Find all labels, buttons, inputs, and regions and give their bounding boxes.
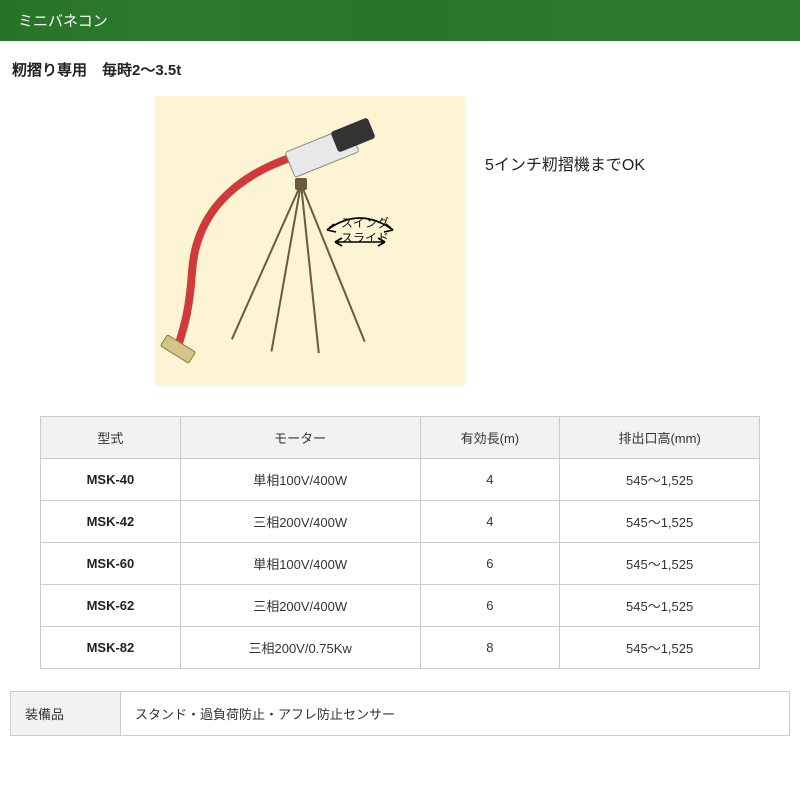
equipment-value: スタンド・過負荷防止・アフレ防止センサー [121,692,790,736]
table-row: MSK-40 単相100V/400W 4 545～1,525 [41,459,760,501]
cell-motor: 単相100V/400W [180,459,420,501]
equipment-table: 装備品 スタンド・過負荷防止・アフレ防止センサー [10,691,790,736]
col-length: 有効長(m) [420,417,560,459]
cell-length: 8 [420,627,560,669]
cell-height: 545～1,525 [560,585,760,627]
swing-label: スイング スライド [341,216,389,246]
hero-row: スイング スライド 5インチ籾摺機までOK [0,90,800,416]
cell-height: 545～1,525 [560,543,760,585]
equipment-label: 装備品 [11,692,121,736]
col-motor: モーター [180,417,420,459]
cell-model: MSK-62 [41,585,181,627]
cell-model: MSK-60 [41,543,181,585]
cell-model: MSK-40 [41,459,181,501]
spec-table: 型式 モーター 有効長(m) 排出口高(mm) MSK-40 単相100V/40… [40,416,760,669]
cell-height: 545～1,525 [560,627,760,669]
table-header-row: 型式 モーター 有効長(m) 排出口高(mm) [41,417,760,459]
cell-height: 545～1,525 [560,459,760,501]
subtitle: 籾摺り専用 毎時2～3.5t [0,41,800,90]
cell-model: MSK-82 [41,627,181,669]
table-row: MSK-82 三相200V/0.75Kw 8 545～1,525 [41,627,760,669]
col-height: 排出口高(mm) [560,417,760,459]
product-illustration: スイング スライド [155,96,465,386]
cell-length: 4 [420,459,560,501]
cell-length: 6 [420,585,560,627]
cell-length: 6 [420,543,560,585]
swing-line2: スライド [341,231,389,246]
cell-model: MSK-42 [41,501,181,543]
cell-motor: 単相100V/400W [180,543,420,585]
col-model: 型式 [41,417,181,459]
cell-height: 545～1,525 [560,501,760,543]
hero-callout: 5インチ籾摺機までOK [485,96,645,175]
table-row: MSK-62 三相200V/400W 6 545～1,525 [41,585,760,627]
cell-motor: 三相200V/0.75Kw [180,627,420,669]
table-row: MSK-60 単相100V/400W 6 545～1,525 [41,543,760,585]
swing-line1: スイング [341,216,389,231]
cell-length: 4 [420,501,560,543]
section-title: ミニバネコン [18,13,108,30]
table-row: MSK-42 三相200V/400W 4 545～1,525 [41,501,760,543]
equipment-row: 装備品 スタンド・過負荷防止・アフレ防止センサー [11,692,790,736]
cell-motor: 三相200V/400W [180,501,420,543]
section-header: ミニバネコン [0,0,800,41]
cell-motor: 三相200V/400W [180,585,420,627]
